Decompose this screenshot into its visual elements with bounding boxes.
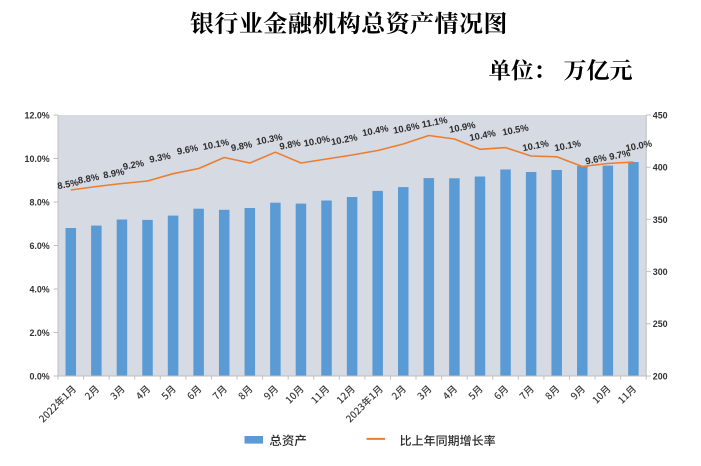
svg-text:400: 400	[653, 163, 668, 173]
svg-text:10.5%: 10.5%	[501, 121, 530, 137]
svg-text:10.6%: 10.6%	[392, 120, 421, 136]
svg-text:10.0%: 10.0%	[625, 137, 654, 153]
svg-text:10.1%: 10.1%	[553, 137, 582, 153]
svg-text:10.0%: 10.0%	[25, 154, 50, 164]
svg-text:10.3%: 10.3%	[255, 131, 284, 147]
svg-text:9.8%: 9.8%	[230, 138, 254, 153]
svg-text:9.2%: 9.2%	[122, 157, 146, 172]
svg-text:200: 200	[653, 371, 668, 381]
svg-text:8.8%: 8.8%	[77, 171, 101, 186]
svg-text:0.0%: 0.0%	[29, 371, 49, 381]
svg-text:9.8%: 9.8%	[278, 137, 302, 152]
svg-text:10.4%: 10.4%	[361, 122, 390, 138]
svg-text:10.2%: 10.2%	[330, 131, 359, 147]
svg-text:2.0%: 2.0%	[29, 328, 49, 338]
svg-text:300: 300	[653, 267, 668, 277]
svg-text:12.0%: 12.0%	[25, 110, 50, 120]
svg-text:250: 250	[653, 319, 668, 329]
svg-text:450: 450	[653, 110, 668, 120]
svg-text:9.3%: 9.3%	[148, 150, 172, 165]
svg-text:8.5%: 8.5%	[56, 176, 80, 191]
svg-text:11.1%: 11.1%	[421, 114, 449, 130]
svg-text:10.0%: 10.0%	[303, 133, 332, 149]
svg-text:350: 350	[653, 215, 668, 225]
svg-text:8.0%: 8.0%	[29, 197, 49, 207]
svg-text:10.1%: 10.1%	[521, 137, 550, 153]
svg-text:10.9%: 10.9%	[448, 119, 477, 135]
svg-text:9.7%: 9.7%	[608, 147, 632, 162]
svg-text:10.1%: 10.1%	[202, 136, 231, 152]
svg-text:9.6%: 9.6%	[176, 142, 200, 157]
svg-text:6.0%: 6.0%	[29, 241, 49, 251]
svg-text:4.0%: 4.0%	[29, 284, 49, 294]
svg-text:10.4%: 10.4%	[468, 127, 497, 143]
svg-text:9.6%: 9.6%	[584, 151, 608, 166]
svg-text:8.9%: 8.9%	[102, 165, 126, 180]
